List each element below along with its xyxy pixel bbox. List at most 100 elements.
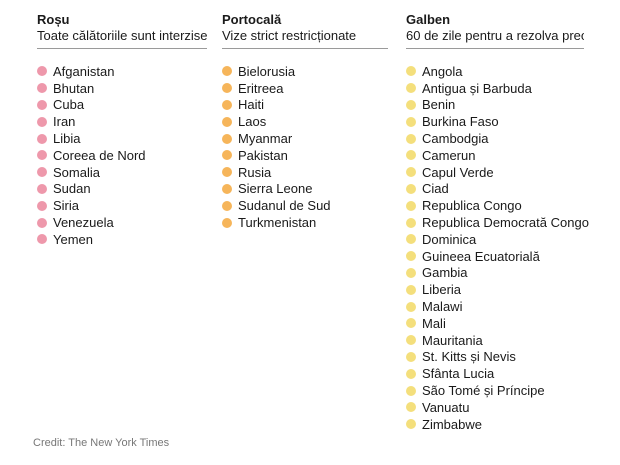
color-dot-icon	[222, 150, 232, 161]
country-name: Iran	[53, 114, 76, 130]
list-item: Bhutan	[37, 80, 207, 97]
color-dot-icon	[222, 83, 232, 94]
list-item: Siria	[37, 197, 207, 214]
list-item: Iran	[37, 113, 207, 130]
credit-text: Credit: The New York Times	[33, 437, 170, 449]
list-item: Yemen	[37, 231, 207, 248]
list-item: Afganistan	[37, 63, 207, 80]
color-dot-icon	[37, 217, 47, 228]
color-dot-icon	[37, 234, 47, 245]
country-name: São Tomé și Príncipe	[422, 383, 545, 399]
color-dot-icon	[406, 385, 416, 396]
list-item: Somalia	[37, 164, 207, 181]
list-item: Vanuatu	[406, 399, 584, 416]
country-name: Myanmar	[238, 131, 293, 147]
color-dot-icon	[406, 368, 416, 379]
country-name: Somalia	[53, 164, 100, 180]
list-item: Haiti	[222, 97, 388, 114]
color-dot-icon	[222, 99, 232, 110]
list-item: Camerun	[406, 147, 584, 164]
color-dot-icon	[222, 167, 232, 178]
color-dot-icon	[37, 167, 47, 178]
color-dot-icon	[406, 351, 416, 362]
country-name: Capul Verde	[422, 164, 494, 180]
country-name: Siria	[53, 198, 80, 214]
list-item: Capul Verde	[406, 164, 584, 181]
list-item: Sudanul de Sud	[222, 197, 388, 214]
color-dot-icon	[222, 66, 232, 77]
country-name: Bhutan	[53, 80, 95, 96]
list-item: São Tomé și Príncipe	[406, 382, 584, 399]
country-name: Camerun	[422, 147, 476, 163]
list-item: Myanmar	[222, 130, 388, 147]
list-item: Mauritania	[406, 332, 584, 349]
country-name: Sierra Leone	[238, 181, 313, 197]
column-yellow: Galben 60 de zile pentru a rezolva preoc…	[406, 12, 589, 433]
country-name: Eritreea	[238, 80, 284, 96]
color-dot-icon	[37, 83, 47, 94]
country-list: Angola Antigua și Barbuda Benin Burkina Fas…	[406, 63, 589, 433]
list-item: Cuba	[37, 97, 207, 114]
list-item: Ciad	[406, 181, 584, 198]
country-name: Benin	[422, 97, 456, 113]
color-dot-icon	[222, 200, 232, 211]
color-dot-icon	[37, 116, 47, 127]
list-item: Antigua și Barbuda	[406, 80, 584, 97]
list-item: Rusia	[222, 164, 388, 181]
color-dot-icon	[406, 99, 416, 110]
list-item: Liberia	[406, 281, 584, 298]
list-item: Coreea de Nord	[37, 147, 207, 164]
country-name: Yemen	[53, 231, 93, 247]
country-name: Liberia	[422, 282, 462, 298]
color-dot-icon	[406, 318, 416, 329]
column-title: Roșu	[37, 12, 70, 27]
country-name: Pakistan	[238, 147, 288, 163]
column-subtitle: Toate călătoriile sunt interzise	[37, 28, 207, 49]
list-item: Mali	[406, 315, 584, 332]
country-name: Sudan	[53, 181, 91, 197]
country-name: Turkmenistan	[238, 215, 317, 231]
list-item: Laos	[222, 113, 388, 130]
country-name: Guineea Ecuatorială	[422, 248, 540, 264]
country-name: Afganistan	[53, 63, 115, 79]
column-orange: Portocală Vize strict restricționate Bie…	[222, 12, 388, 231]
color-dot-icon	[37, 99, 47, 110]
list-item: Burkina Faso	[406, 113, 584, 130]
color-dot-icon	[406, 167, 416, 178]
country-name: Republica Congo	[422, 198, 522, 214]
column-title: Galben	[406, 12, 451, 27]
country-name: Burkina Faso	[422, 114, 499, 130]
country-name: Cambodgia	[422, 131, 489, 147]
column-subtitle: Vize strict restricționate	[222, 28, 388, 49]
list-item: Sudan	[37, 181, 207, 198]
country-name: Mauritania	[422, 332, 483, 348]
color-dot-icon	[406, 284, 416, 295]
list-item: Republica Democrată Congo	[406, 214, 589, 231]
color-dot-icon	[37, 150, 47, 161]
color-dot-icon	[406, 234, 416, 245]
column-title: Portocală	[222, 12, 282, 27]
country-name: Antigua și Barbuda	[422, 80, 532, 96]
list-item: Bielorusia	[222, 63, 388, 80]
color-dot-icon	[406, 150, 416, 161]
color-dot-icon	[222, 116, 232, 127]
country-name: Haiti	[238, 97, 265, 113]
list-item: Pakistan	[222, 147, 388, 164]
color-dot-icon	[406, 66, 416, 77]
color-dot-icon	[406, 335, 416, 346]
country-name: Bielorusia	[238, 63, 296, 79]
list-item: Sierra Leone	[222, 181, 388, 198]
country-name: Sudanul de Sud	[238, 198, 331, 214]
country-name: Laos	[238, 114, 267, 130]
country-name: Sfânta Lucia	[422, 366, 495, 382]
country-list: Bielorusia Eritreea Haiti Laos Myanmar Pakist…	[222, 63, 388, 231]
country-name: Angola	[422, 63, 463, 79]
color-dot-icon	[406, 267, 416, 278]
list-item: Gambia	[406, 265, 584, 282]
list-item: Turkmenistan	[222, 214, 388, 231]
color-dot-icon	[222, 217, 232, 228]
country-name: Malawi	[422, 299, 463, 315]
color-dot-icon	[406, 116, 416, 127]
color-dot-icon	[406, 419, 416, 430]
color-dot-icon	[406, 133, 416, 144]
